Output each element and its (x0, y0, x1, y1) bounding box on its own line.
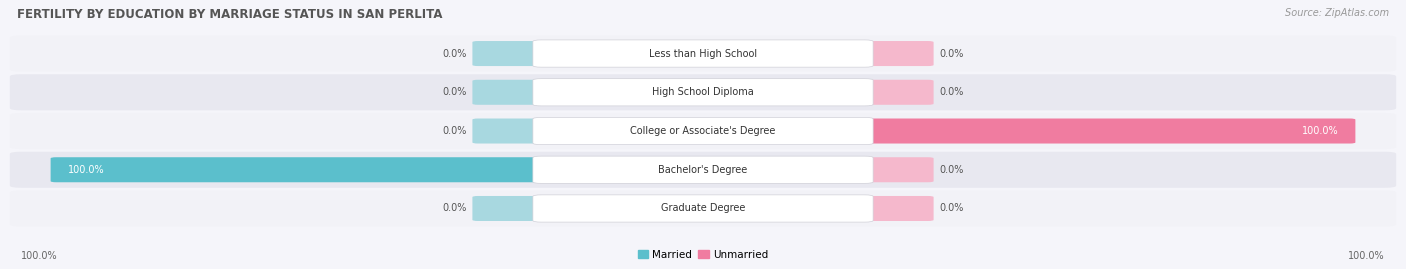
Text: 0.0%: 0.0% (443, 48, 467, 59)
Text: Graduate Degree: Graduate Degree (661, 203, 745, 214)
FancyBboxPatch shape (51, 157, 547, 182)
FancyBboxPatch shape (10, 152, 1396, 188)
FancyBboxPatch shape (859, 119, 1355, 144)
FancyBboxPatch shape (533, 40, 873, 67)
FancyBboxPatch shape (10, 74, 1396, 110)
Text: 0.0%: 0.0% (939, 165, 963, 175)
Text: Bachelor's Degree: Bachelor's Degree (658, 165, 748, 175)
FancyBboxPatch shape (533, 195, 873, 222)
FancyBboxPatch shape (10, 190, 1396, 226)
FancyBboxPatch shape (472, 196, 547, 221)
Text: 0.0%: 0.0% (939, 203, 963, 214)
Legend: Married, Unmarried: Married, Unmarried (634, 245, 772, 264)
FancyBboxPatch shape (859, 80, 934, 105)
Text: 100.0%: 100.0% (21, 250, 58, 261)
Text: High School Diploma: High School Diploma (652, 87, 754, 97)
Text: 0.0%: 0.0% (443, 87, 467, 97)
Text: 0.0%: 0.0% (443, 203, 467, 214)
Text: FERTILITY BY EDUCATION BY MARRIAGE STATUS IN SAN PERLITA: FERTILITY BY EDUCATION BY MARRIAGE STATU… (17, 8, 443, 21)
FancyBboxPatch shape (533, 79, 873, 106)
FancyBboxPatch shape (10, 36, 1396, 72)
FancyBboxPatch shape (533, 156, 873, 183)
FancyBboxPatch shape (472, 41, 547, 66)
FancyBboxPatch shape (472, 119, 547, 144)
FancyBboxPatch shape (472, 80, 547, 105)
FancyBboxPatch shape (859, 196, 934, 221)
FancyBboxPatch shape (10, 113, 1396, 149)
FancyBboxPatch shape (859, 41, 934, 66)
FancyBboxPatch shape (859, 157, 934, 182)
Text: College or Associate's Degree: College or Associate's Degree (630, 126, 776, 136)
Text: Source: ZipAtlas.com: Source: ZipAtlas.com (1285, 8, 1389, 18)
Text: 0.0%: 0.0% (939, 48, 963, 59)
Text: 0.0%: 0.0% (939, 87, 963, 97)
Text: 100.0%: 100.0% (1302, 126, 1339, 136)
Text: Less than High School: Less than High School (650, 48, 756, 59)
Text: 100.0%: 100.0% (67, 165, 104, 175)
Text: 100.0%: 100.0% (1348, 250, 1385, 261)
Text: 0.0%: 0.0% (443, 126, 467, 136)
FancyBboxPatch shape (533, 117, 873, 145)
